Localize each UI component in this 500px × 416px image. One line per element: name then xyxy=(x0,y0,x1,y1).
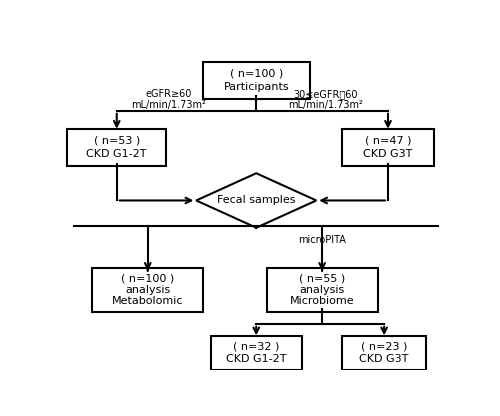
FancyBboxPatch shape xyxy=(67,129,166,166)
Text: microPITA: microPITA xyxy=(298,235,346,245)
Text: mL/min/1.73m²: mL/min/1.73m² xyxy=(132,100,206,110)
Text: CKD G3T: CKD G3T xyxy=(364,149,412,159)
Text: Participants: Participants xyxy=(224,82,289,92)
Text: mL/min/1.73m²: mL/min/1.73m² xyxy=(288,100,364,110)
Text: ( n=32 ): ( n=32 ) xyxy=(233,342,280,352)
Text: Fecal samples: Fecal samples xyxy=(217,196,296,206)
Text: ( n=23 ): ( n=23 ) xyxy=(361,342,408,352)
FancyBboxPatch shape xyxy=(210,336,302,369)
Text: analysis: analysis xyxy=(125,285,170,295)
Text: ( n=100 ): ( n=100 ) xyxy=(230,69,283,79)
Text: analysis: analysis xyxy=(300,285,345,295)
FancyBboxPatch shape xyxy=(203,62,310,99)
Text: Microbiome: Microbiome xyxy=(290,297,354,307)
Text: eGFR≥60: eGFR≥60 xyxy=(146,89,192,99)
FancyBboxPatch shape xyxy=(342,129,434,166)
FancyBboxPatch shape xyxy=(342,336,426,369)
Text: ( n=47 ): ( n=47 ) xyxy=(365,136,411,146)
Text: CKD G1-2T: CKD G1-2T xyxy=(226,354,286,364)
FancyBboxPatch shape xyxy=(92,268,203,312)
Polygon shape xyxy=(196,173,316,228)
Text: ( n=100 ): ( n=100 ) xyxy=(121,274,174,284)
Text: ( n=53 ): ( n=53 ) xyxy=(94,136,140,146)
Text: Metabolomic: Metabolomic xyxy=(112,297,184,307)
Text: CKD G1-2T: CKD G1-2T xyxy=(86,149,147,159)
Text: CKD G3T: CKD G3T xyxy=(360,354,409,364)
Text: 30≤eGFR＜60: 30≤eGFR＜60 xyxy=(294,89,358,99)
Text: ( n=55 ): ( n=55 ) xyxy=(299,274,345,284)
FancyBboxPatch shape xyxy=(266,268,378,312)
